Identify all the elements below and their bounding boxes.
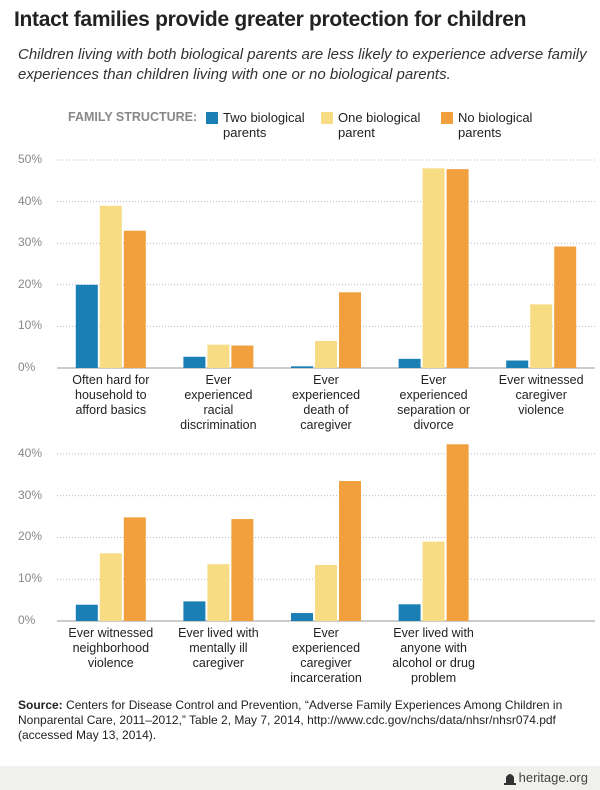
bar [231, 345, 254, 368]
y-tick-label: 50% [18, 152, 43, 166]
bar [315, 340, 337, 368]
y-tick-label: 0% [18, 613, 36, 627]
legend-swatch [441, 112, 453, 124]
y-tick-label: 20% [18, 529, 43, 544]
bar [398, 358, 421, 368]
bar [183, 601, 206, 621]
bar [99, 205, 122, 368]
legend-label: No biological parents [458, 110, 533, 140]
bar [422, 541, 445, 621]
bar [554, 246, 577, 368]
y-tick-label: 40% [18, 445, 43, 460]
bar [123, 517, 146, 621]
site: heritage.org [518, 770, 588, 785]
bar [123, 230, 146, 368]
bar [291, 613, 313, 621]
legend-swatch [206, 112, 218, 124]
x-tick-label: Often hard for household to afford basic… [72, 373, 150, 417]
bar [339, 481, 361, 621]
bar [75, 604, 98, 621]
x-tick-label: Ever witnessed neighborhood violence [68, 626, 154, 670]
source-label: Source: [18, 698, 63, 712]
subtitle: Children living with both biological par… [18, 46, 587, 83]
title: Intact families provide greater protecti… [14, 8, 527, 31]
bar [207, 564, 230, 621]
x-tick-label: Ever experienced racial discrimination [180, 373, 257, 432]
bar [291, 366, 313, 368]
bar [315, 565, 337, 621]
bar [398, 604, 421, 621]
x-tick-label: Ever experienced caregiver incarceration [290, 626, 362, 685]
bar [422, 168, 445, 368]
bar [207, 344, 230, 368]
y-tick-label: 30% [18, 235, 43, 250]
bar [446, 169, 469, 368]
bar [446, 444, 469, 621]
bar [99, 553, 122, 621]
legend-title: FAMILY STRUCTURE: [68, 110, 198, 124]
bar [530, 304, 553, 368]
legend-swatch [321, 112, 333, 124]
bar [183, 356, 206, 368]
y-tick-label: 20% [18, 276, 43, 291]
legend-label: Two biological parents [223, 110, 305, 140]
bar [231, 519, 254, 621]
x-tick-label: Ever lived with mentally ill caregiver [178, 626, 259, 670]
x-tick-label: Ever experienced death of caregiver [291, 373, 361, 432]
footer: heritage.org [0, 766, 600, 790]
bell-icon [504, 774, 516, 785]
y-tick-label: 40% [18, 193, 43, 208]
y-tick-label: 10% [18, 318, 43, 333]
bar [506, 360, 529, 368]
y-tick-label: 30% [18, 487, 43, 502]
x-tick-label: Ever experienced separation or divorce [397, 373, 471, 432]
source-text: Centers for Disease Control and Preventi… [18, 698, 563, 742]
legend-label: One biological parent [338, 110, 421, 140]
bar [75, 284, 98, 368]
y-tick-label: 0% [18, 360, 36, 374]
source: Source: Centers for Disease Control and … [18, 698, 583, 743]
y-tick-label: 10% [18, 571, 43, 586]
bar [339, 292, 361, 368]
x-tick-label: Ever lived with anyone with alcohol or d… [392, 626, 475, 685]
x-tick-label: Ever witnessed caregiver violence [498, 373, 584, 417]
